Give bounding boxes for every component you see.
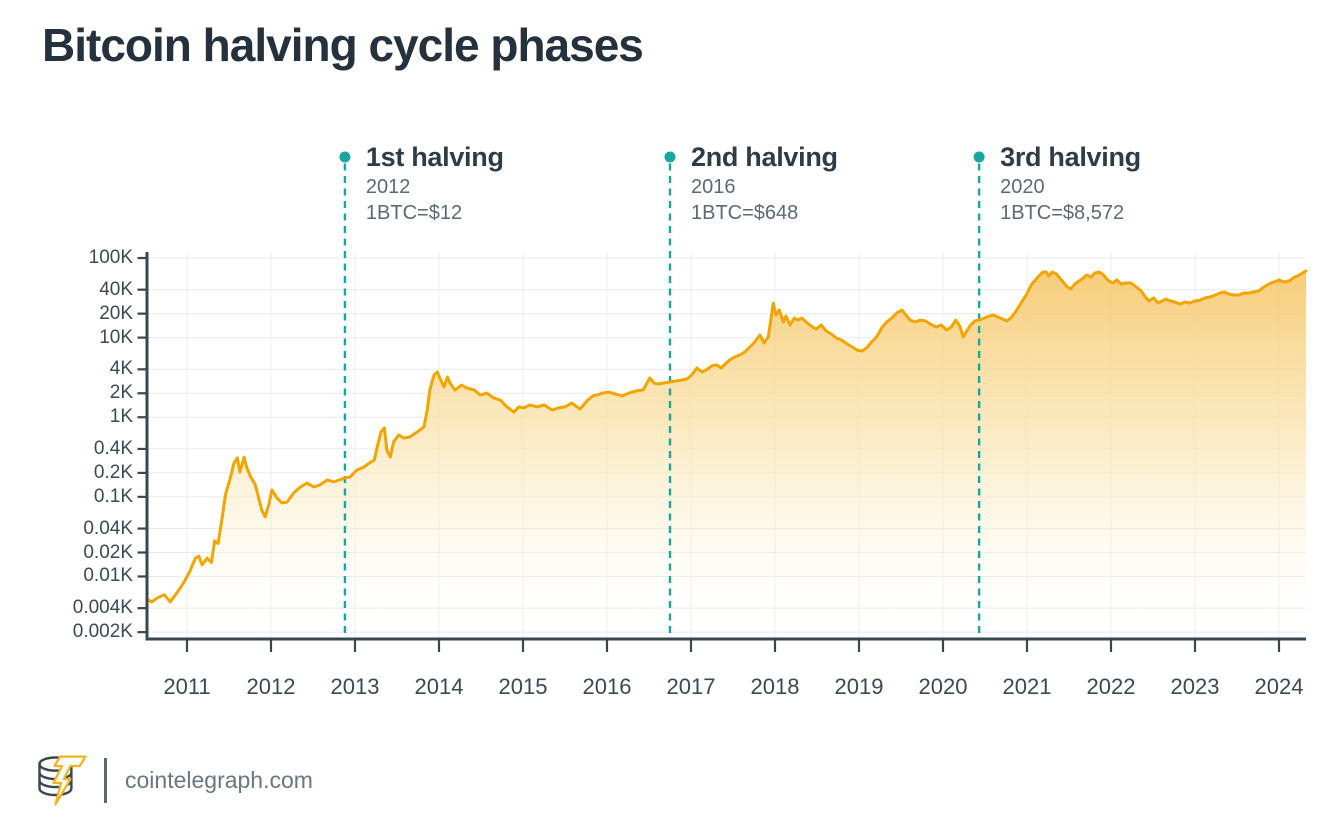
halving-annotation: 1st halving 2012 1BTC=$12 xyxy=(366,142,626,224)
footer: cointelegraph.com xyxy=(32,750,313,810)
x-axis-label: 2022 xyxy=(1086,674,1136,699)
x-axis-label: 2021 xyxy=(1002,674,1052,699)
halving-dot xyxy=(339,151,351,163)
y-axis-label: 0.002K xyxy=(72,621,133,643)
halving-dot xyxy=(973,151,985,163)
y-axis-label: 20K xyxy=(99,302,133,324)
x-axis-label: 2014 xyxy=(414,674,464,699)
x-axis-label: 2013 xyxy=(330,674,380,699)
halving-annotation: 3rd halving 2020 1BTC=$8,572 xyxy=(1000,142,1260,224)
halving-annotation-year: 2012 xyxy=(365,176,411,198)
y-axis-label: 0.2K xyxy=(93,461,133,483)
x-axis-label: 2019 xyxy=(834,674,884,699)
y-axis-label: 0.01K xyxy=(83,565,133,587)
axis-lines xyxy=(145,252,1306,641)
y-axis-label: 0.02K xyxy=(83,541,133,563)
x-axis-label: 2018 xyxy=(750,674,800,699)
chart-title: Bitcoin halving cycle phases xyxy=(42,19,644,71)
y-axis-label: 100K xyxy=(88,247,133,268)
lightning-bolt-icon xyxy=(52,755,87,806)
y-axis-label: 0.1K xyxy=(93,485,133,507)
footer-site-label: cointelegraph.com xyxy=(125,766,313,793)
x-axis-label: 2016 xyxy=(582,674,632,699)
halving-annotation-title: 1st halving xyxy=(365,142,504,172)
halving-annotation-year: 2020 xyxy=(1000,176,1045,198)
halving-annotation-year: 2016 xyxy=(691,176,736,198)
y-axis-label: 0.4K xyxy=(93,437,133,459)
x-axis-label: 2011 xyxy=(163,674,211,699)
halving-annotation-price: 1BTC=$12 xyxy=(365,202,463,224)
x-axis-label: 2020 xyxy=(918,674,968,699)
y-axis-label: 4K xyxy=(109,358,133,380)
halving-annotation-price: 1BTC=$648 xyxy=(691,202,799,224)
x-axis-label: 2023 xyxy=(1170,674,1220,699)
halving-annotation-title: 3rd halving xyxy=(1000,142,1141,172)
x-axis-label: 2024 xyxy=(1254,674,1304,699)
footer-divider xyxy=(104,757,107,803)
y-axis-label: 40K xyxy=(99,278,133,300)
y-axis-label: 10K xyxy=(99,326,133,348)
halving-annotation-title: 2nd halving xyxy=(691,142,838,172)
x-axis-label: 2017 xyxy=(666,674,716,699)
price-area-fill xyxy=(146,271,1307,639)
cointelegraph-logo-icon xyxy=(38,755,87,806)
halving-annotation: 2nd halving 2016 1BTC=$648 xyxy=(691,142,951,224)
y-axis-label: 0.04K xyxy=(83,517,133,539)
y-axis-label: 0.004K xyxy=(72,597,133,619)
halving-annotation-price: 1BTC=$8,572 xyxy=(1000,202,1125,224)
price-line xyxy=(145,269,1308,604)
y-axis-label: 1K xyxy=(109,406,133,428)
y-axis-label: 2K xyxy=(109,382,133,404)
x-axis-label: 2012 xyxy=(246,674,296,699)
halving-dot xyxy=(664,151,676,163)
x-axis-label: 2015 xyxy=(498,674,548,699)
